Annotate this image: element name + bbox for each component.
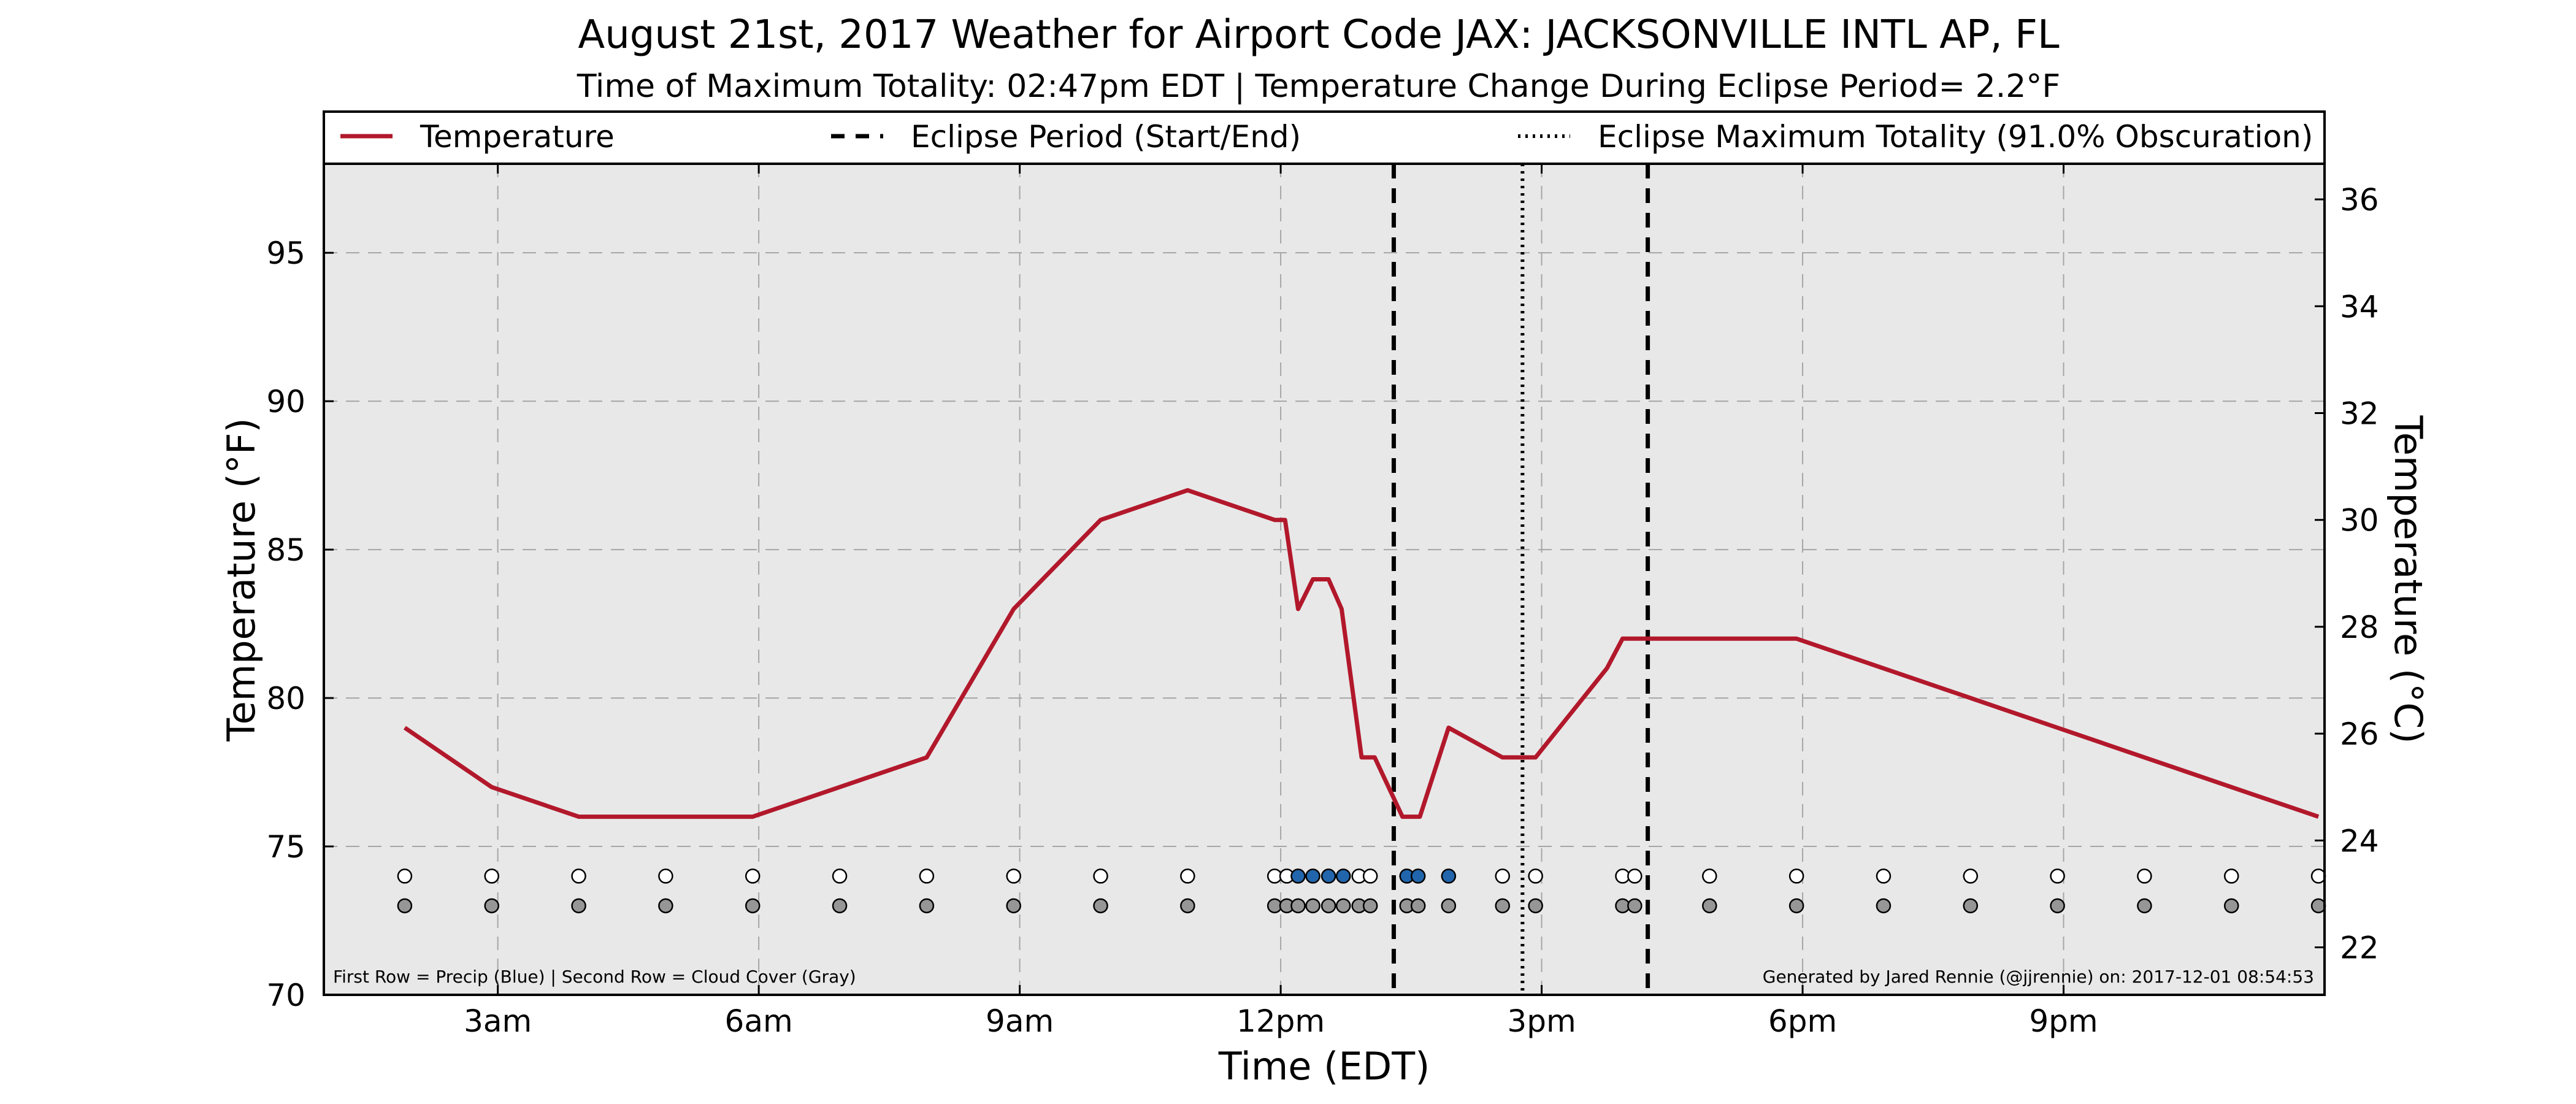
precip-marker: [1702, 868, 1717, 884]
series-layer: [403, 488, 2320, 819]
cloud-marker: [1410, 898, 1426, 914]
x-tick-label: 9pm: [2029, 1003, 2098, 1039]
precip-marker: [1362, 868, 1378, 884]
y-tick-label-left: 80: [266, 681, 305, 716]
x-tick-label: 9am: [986, 1003, 1054, 1039]
cloud-marker: [1093, 898, 1108, 914]
y-tick-label-right: 24: [2340, 823, 2379, 859]
precip-marker: [1006, 868, 1021, 884]
x-tick-label: 3pm: [1507, 1003, 1576, 1039]
legend: Temperature Eclipse Period (Start/End) E…: [340, 119, 2313, 155]
precip-marker: [1180, 868, 1195, 884]
cloud-marker: [1335, 898, 1351, 914]
chart-title: August 21st, 2017 Weather for Airport Co…: [578, 12, 2060, 58]
legend-label-eclipse-max: Eclipse Maximum Totality (91.0% Obscurat…: [1598, 119, 2313, 155]
precip-marker: [571, 868, 586, 884]
y-axis-label-left: Temperature (°F): [219, 418, 264, 742]
precip-marker: [1495, 868, 1510, 884]
y-tick-label-right: 34: [2340, 289, 2379, 324]
y-tick-label-left: 95: [266, 236, 305, 271]
precip-marker: [2310, 868, 2326, 884]
precip-marker: [2050, 868, 2065, 884]
precip-marker: [2223, 868, 2239, 884]
y-tick-label-right: 22: [2340, 930, 2379, 966]
precip-marker: [1321, 868, 1336, 884]
cloud-marker: [1441, 898, 1457, 914]
footnote-left: First Row = Precip (Blue) | Second Row =…: [333, 967, 856, 987]
cloud-marker: [1788, 898, 1804, 914]
precip-marker: [1410, 868, 1426, 884]
y-tick-label-right: 26: [2340, 716, 2379, 752]
precip-marker: [658, 868, 673, 884]
cloud-marker: [1006, 898, 1021, 914]
observation-markers: [397, 868, 2326, 914]
precip-marker: [1290, 868, 1306, 884]
precip-marker: [484, 868, 499, 884]
x-tick-label: 3am: [464, 1003, 532, 1039]
x-tick-label: 6am: [725, 1003, 793, 1039]
precip-marker: [1788, 868, 1804, 884]
cloud-marker: [1321, 898, 1336, 914]
precip-marker: [1528, 868, 1543, 884]
y-tick-label-right: 30: [2340, 503, 2379, 539]
legend-label-temperature: Temperature: [420, 119, 615, 155]
precip-marker: [2137, 868, 2152, 884]
x-tick-label: 6pm: [1768, 1003, 1837, 1039]
precip-marker: [1627, 868, 1643, 884]
plot-frame: [323, 163, 2326, 996]
chart-subtitle: Time of Maximum Totality: 02:47pm EDT | …: [577, 68, 2060, 105]
footnote-right: Generated by Jared Rennie (@jjrennie) on…: [1763, 967, 2314, 987]
cloud-marker: [1495, 898, 1510, 914]
precip-marker: [1305, 868, 1321, 884]
y-tick-label-left: 70: [266, 978, 305, 1013]
precip-marker: [1876, 868, 1892, 884]
cloud-marker: [919, 898, 935, 914]
cloud-marker: [397, 898, 413, 914]
precip-marker: [919, 868, 935, 884]
precip-marker: [397, 868, 413, 884]
x-tick-label: 12pm: [1236, 1003, 1325, 1039]
eclipse-lines: [1391, 164, 1650, 995]
y-tick-label-left: 75: [266, 829, 305, 865]
y-tick-label-right: 28: [2340, 610, 2379, 645]
precip-marker: [1335, 868, 1351, 884]
precip-marker: [745, 868, 761, 884]
precip-marker: [1093, 868, 1108, 884]
cloud-marker: [1362, 898, 1378, 914]
cloud-marker: [1627, 898, 1643, 914]
cloud-marker: [1702, 898, 1717, 914]
y-axis-label-right: Temperature (°C): [2386, 415, 2431, 743]
cloud-marker: [2310, 898, 2326, 914]
cloud-marker: [1876, 898, 1892, 914]
cloud-marker: [1305, 898, 1321, 914]
cloud-marker: [1180, 898, 1195, 914]
y-tick-label-left: 90: [266, 384, 305, 420]
y-tick-label-right: 32: [2340, 396, 2379, 432]
axis-ticks: 3am 6am 9am 12pm 3pm 6pm 9pm 70 75 80 85 90 95 22 24 26…: [266, 164, 2379, 1039]
cloud-marker: [2223, 898, 2239, 914]
cloud-marker: [745, 898, 761, 914]
cloud-marker: [484, 898, 499, 914]
y-tick-label-right: 36: [2340, 182, 2379, 218]
cloud-marker: [2050, 898, 2065, 914]
precip-marker: [1963, 868, 1979, 884]
cloud-marker: [571, 898, 586, 914]
cloud-marker: [1290, 898, 1306, 914]
precip-marker: [832, 868, 848, 884]
y-tick-label-left: 85: [266, 532, 305, 568]
cloud-marker: [1963, 898, 1979, 914]
temperature-line: [403, 488, 2320, 819]
precip-marker: [1441, 868, 1457, 884]
x-axis-label: Time (EDT): [1218, 1044, 1430, 1089]
cloud-marker: [1528, 898, 1543, 914]
grid-lines: [324, 164, 2325, 995]
cloud-marker: [832, 898, 848, 914]
cloud-marker: [2137, 898, 2152, 914]
cloud-marker: [658, 898, 673, 914]
legend-label-eclipse-period: Eclipse Period (Start/End): [911, 119, 1301, 155]
